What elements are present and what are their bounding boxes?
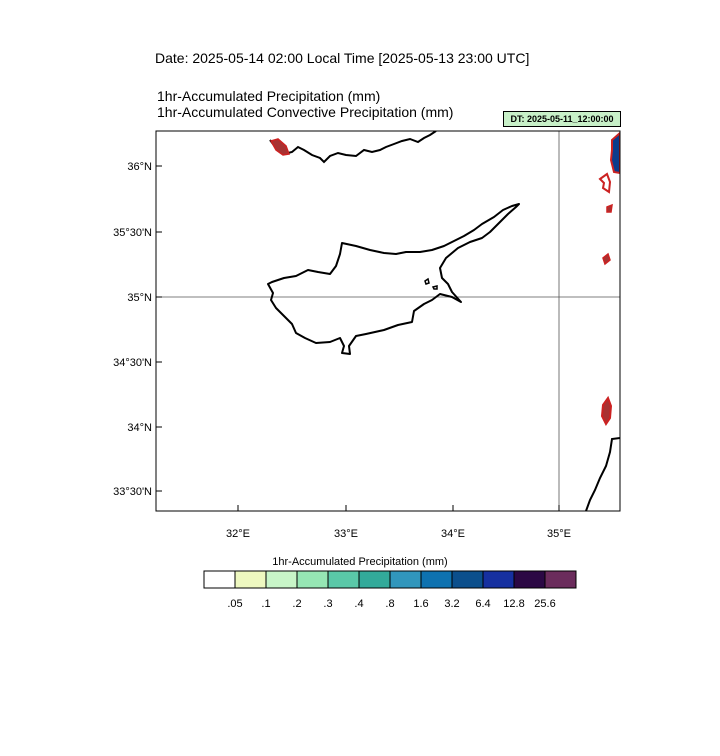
precip-cell-ne-small: [606, 203, 613, 213]
levant-coastline: [585, 437, 620, 511]
map-plot-area: [156, 131, 620, 511]
colorbar-swatch: [482, 570, 515, 589]
colorbar-labels: .05 .1 .2 .3 .4 .8 1.6 3.2 6.4 12.8 25.6: [0, 598, 720, 614]
colorbar-level-label: .4: [354, 598, 364, 610]
colorbar-swatch: [544, 570, 577, 589]
lon-label: 35°E: [547, 528, 571, 540]
colorbar-level-label: 6.4: [475, 598, 491, 610]
colorbar-level-label: .3: [323, 598, 333, 610]
lon-axis: 32°E 33°E 34°E 35°E: [226, 505, 571, 540]
colorbar-level-label: .2: [292, 598, 302, 610]
colorbar-level-label: 25.6: [534, 598, 556, 610]
lat-label: 35°N: [127, 292, 152, 304]
map-frame: [155, 130, 621, 512]
lat-axis: 36°N 35°30'N 35°N 34°30'N 34°N 33°30'N: [113, 161, 162, 498]
precip-cell-southeast: [600, 395, 613, 426]
lon-label: 33°E: [334, 528, 358, 540]
lat-label: 34°30'N: [113, 357, 152, 369]
precip-cells: [269, 131, 620, 426]
convective-precip-subtitle: 1hr-Accumulated Convective Precipitation…: [157, 104, 454, 120]
colorbar-level-label: .05: [227, 598, 243, 610]
colorbar-title: 1hr-Accumulated Precipitation (mm): [272, 556, 448, 568]
colorbar-swatch: [358, 570, 391, 589]
precip-cell-turkey: [269, 138, 291, 156]
precip-cell-east: [602, 252, 611, 266]
precip-subtitle: 1hr-Accumulated Precipitation (mm): [157, 88, 381, 104]
colorbar-swatch: [420, 570, 453, 589]
precip-cell-northeast: [609, 131, 620, 175]
colorbar-level-label: 12.8: [503, 598, 525, 610]
colorbar-swatch: [203, 570, 236, 589]
model-init-time-badge: DT: 2025-05-11_12:00:00: [503, 111, 621, 127]
islet-1: [424, 277, 430, 285]
colorbar-swatch: [296, 570, 329, 589]
colorbar-swatch: [513, 570, 546, 589]
lon-label: 34°E: [441, 528, 465, 540]
colorbar-level-label: 1.6: [413, 598, 429, 610]
precip-cell-ne-ring: [598, 172, 612, 194]
colorbar-swatch: [451, 570, 484, 589]
lat-label: 33°30'N: [113, 486, 152, 498]
colorbar-swatch: [389, 570, 422, 589]
lon-label: 32°E: [226, 528, 250, 540]
cyprus-coastline: [267, 203, 520, 355]
islet-2: [431, 285, 438, 290]
colorbar: [203, 570, 577, 589]
turkey-coastline: [269, 131, 437, 164]
lat-label: 34°N: [127, 422, 152, 434]
colorbar-level-label: .1: [261, 598, 271, 610]
colorbar-swatch: [327, 570, 360, 589]
colorbar-level-label: .8: [385, 598, 395, 610]
colorbar-swatch: [265, 570, 298, 589]
lat-label: 35°30'N: [113, 227, 152, 239]
date-title: Date: 2025-05-14 02:00 Local Time [2025-…: [155, 50, 530, 66]
colorbar-swatch: [234, 570, 267, 589]
colorbar-level-label: 3.2: [444, 598, 460, 610]
lat-label: 36°N: [127, 161, 152, 173]
